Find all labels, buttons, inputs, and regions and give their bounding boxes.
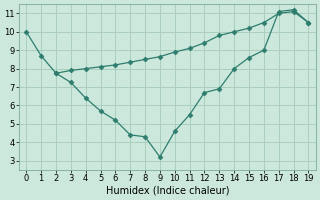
X-axis label: Humidex (Indice chaleur): Humidex (Indice chaleur) bbox=[106, 186, 229, 196]
